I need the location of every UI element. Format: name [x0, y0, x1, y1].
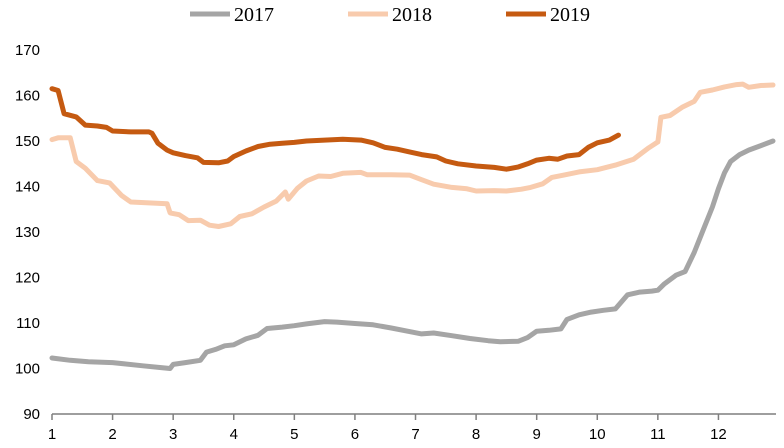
- x-tick-label: 8: [472, 426, 480, 443]
- y-tick-label: 130: [15, 224, 40, 241]
- x-tick-label: 6: [351, 426, 359, 443]
- series-lines: [49, 81, 776, 371]
- legend: 2017 2018 2019: [190, 4, 590, 26]
- series-line-2019: [49, 86, 621, 172]
- x-tick-label: 4: [230, 426, 238, 443]
- x-tick-label: 3: [169, 426, 177, 443]
- x-tick-label: 11: [650, 426, 666, 443]
- series-line-2018: [49, 81, 776, 229]
- y-tick-label: 90: [23, 406, 40, 423]
- y-tick-label: 170: [15, 42, 40, 59]
- y-axis-ticks: 90 100 110 120 130 140 150 160 170: [15, 42, 40, 423]
- x-tick-label: 5: [290, 426, 298, 443]
- x-axis-ticks: 1 2 3 4 5 6 7 8 9 10 11 12: [48, 414, 727, 443]
- legend-label-2019: 2019: [550, 4, 590, 26]
- legend-label-2018: 2018: [392, 4, 432, 26]
- x-tick-label: 1: [48, 426, 56, 443]
- y-tick-label: 110: [16, 315, 40, 332]
- x-tick-label: 2: [108, 426, 116, 443]
- y-tick-label: 100: [15, 361, 40, 378]
- y-tick-label: 120: [15, 270, 40, 287]
- x-tick-label: 9: [533, 426, 541, 443]
- y-tick-label: 150: [15, 133, 40, 150]
- x-tick-label: 10: [589, 426, 606, 443]
- y-tick-label: 140: [15, 179, 40, 196]
- legend-label-2017: 2017: [234, 4, 274, 26]
- series-line-2017: [49, 138, 776, 371]
- x-tick-label: 7: [411, 426, 419, 443]
- x-tick-label: 12: [710, 426, 727, 443]
- y-tick-label: 160: [15, 88, 40, 105]
